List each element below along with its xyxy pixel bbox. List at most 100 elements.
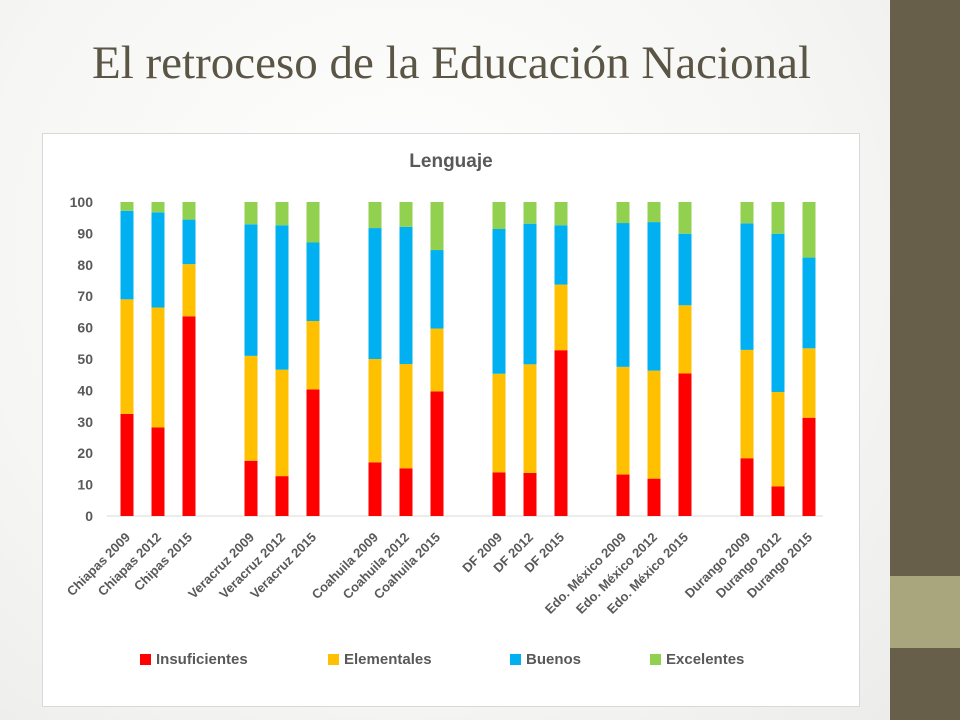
bar-segment-elementales xyxy=(492,373,506,473)
legend-swatch-buenos xyxy=(510,654,521,665)
legend-label-elementales: Elementales xyxy=(344,651,432,668)
bar-segment-buenos xyxy=(740,223,754,350)
bar-segment-insuficientes xyxy=(771,486,785,516)
bar-segment-buenos xyxy=(802,257,816,349)
legend-swatch-insuficientes xyxy=(140,654,151,665)
bar-segment-elementales xyxy=(275,369,289,477)
legend: Insuficientes Elementales Buenos Excelentes xyxy=(140,651,744,668)
y-tick-label: 100 xyxy=(70,194,94,210)
bar-segment-buenos xyxy=(120,210,134,300)
bar-segment-elementales xyxy=(120,299,134,414)
bar-segment-elementales xyxy=(399,364,413,469)
bar-segment-buenos xyxy=(275,225,289,370)
bar-segment-excelentes xyxy=(120,202,134,211)
bar-segment-excelentes xyxy=(802,202,816,258)
legend-label-excelentes: Excelentes xyxy=(666,651,744,668)
bar-segment-insuficientes xyxy=(802,417,816,516)
y-tick-label: 50 xyxy=(77,351,93,367)
bar-segment-excelentes xyxy=(492,202,506,230)
bar-segment-insuficientes xyxy=(740,458,754,516)
bar-segment-excelentes xyxy=(554,202,568,226)
bars-layer xyxy=(120,202,816,516)
bar-segment-buenos xyxy=(523,223,537,365)
bar-segment-insuficientes xyxy=(306,389,320,516)
bar-segment-elementales xyxy=(678,305,692,374)
bar-segment-buenos xyxy=(306,242,320,322)
bar-segment-insuficientes xyxy=(616,474,630,516)
chart-title: Lenguaje xyxy=(409,151,492,172)
bar-segment-excelentes xyxy=(306,202,320,243)
bar-segment-elementales xyxy=(430,328,444,392)
bar-segment-insuficientes xyxy=(120,413,134,516)
bar-segment-excelentes xyxy=(275,202,289,226)
bar-segment-excelentes xyxy=(771,202,785,234)
bar-segment-elementales xyxy=(244,355,258,461)
bar-segment-elementales xyxy=(523,364,537,473)
slide-side-accent xyxy=(890,576,960,648)
bar-segment-excelentes xyxy=(151,202,165,213)
bar-segment-elementales xyxy=(771,391,785,487)
bar-segment-elementales xyxy=(554,284,568,351)
y-tick-label: 70 xyxy=(77,288,93,304)
y-tick-label: 30 xyxy=(77,414,93,430)
bar-segment-excelentes xyxy=(678,202,692,234)
bar-segment-buenos xyxy=(678,233,692,306)
bar-segment-elementales xyxy=(151,307,165,428)
bar-segment-insuficientes xyxy=(368,462,382,516)
bar-segment-buenos xyxy=(399,226,413,365)
legend-label-insuficientes: Insuficientes xyxy=(156,651,248,668)
legend-swatch-excelentes xyxy=(650,654,661,665)
bar-segment-excelentes xyxy=(430,202,444,251)
bar-segment-excelentes xyxy=(182,202,196,220)
bar-segment-buenos xyxy=(368,228,382,359)
slide-title: El retroceso de la Educación Nacional xyxy=(92,37,812,89)
bar-segment-insuficientes xyxy=(523,472,537,516)
y-tick-label: 80 xyxy=(77,257,93,273)
bar-segment-buenos xyxy=(771,233,785,392)
legend-swatch-elementales xyxy=(328,654,339,665)
bar-segment-buenos xyxy=(647,222,661,371)
bar-segment-buenos xyxy=(492,229,506,374)
axis-layer: 0 10 20 30 40 50 60 70 80 90 100 xyxy=(70,194,823,524)
bar-segment-buenos xyxy=(430,250,444,329)
bar-segment-insuficientes xyxy=(678,373,692,516)
bar-segment-insuficientes xyxy=(275,476,289,516)
bar-segment-buenos xyxy=(554,225,568,285)
bar-segment-elementales xyxy=(368,359,382,463)
y-tick-label: 0 xyxy=(85,508,93,524)
bar-segment-insuficientes xyxy=(647,478,661,516)
bar-segment-insuficientes xyxy=(554,350,568,516)
bar-segment-elementales xyxy=(182,264,196,317)
bar-segment-elementales xyxy=(616,366,630,475)
bar-segment-insuficientes xyxy=(399,468,413,516)
y-tick-label: 60 xyxy=(77,320,93,336)
bar-segment-excelentes xyxy=(368,202,382,229)
bar-segment-buenos xyxy=(182,219,196,265)
bar-segment-elementales xyxy=(740,349,754,459)
y-tick-label: 40 xyxy=(77,382,93,398)
legend-label-buenos: Buenos xyxy=(526,651,581,668)
y-tick-label: 20 xyxy=(77,445,93,461)
chart-area: Lenguaje 0 10 20 30 40 50 60 70 80 90 100 Chiapas … xyxy=(42,133,860,707)
y-tick-label: 10 xyxy=(77,477,93,493)
bar-segment-elementales xyxy=(802,348,816,418)
bar-segment-elementales xyxy=(306,321,320,390)
bar-segment-excelentes xyxy=(616,202,630,224)
bar-segment-insuficientes xyxy=(182,316,196,516)
bar-segment-excelentes xyxy=(740,202,754,224)
bar-segment-excelentes xyxy=(647,202,661,223)
bar-segment-insuficientes xyxy=(244,460,258,516)
bar-segment-excelentes xyxy=(244,202,258,225)
bar-segment-excelentes xyxy=(523,202,537,224)
bar-segment-excelentes xyxy=(399,202,413,227)
bar-segment-elementales xyxy=(647,370,661,479)
bar-segment-buenos xyxy=(244,224,258,356)
stacked-bar-chart: Lenguaje 0 10 20 30 40 50 60 70 80 90 100 Chiapas … xyxy=(64,151,823,668)
bar-segment-buenos xyxy=(151,212,165,308)
y-tick-label: 90 xyxy=(77,225,93,241)
bar-segment-insuficientes xyxy=(151,427,165,516)
bar-segment-insuficientes xyxy=(430,391,444,516)
bar-segment-buenos xyxy=(616,223,630,367)
bar-segment-insuficientes xyxy=(492,472,506,516)
